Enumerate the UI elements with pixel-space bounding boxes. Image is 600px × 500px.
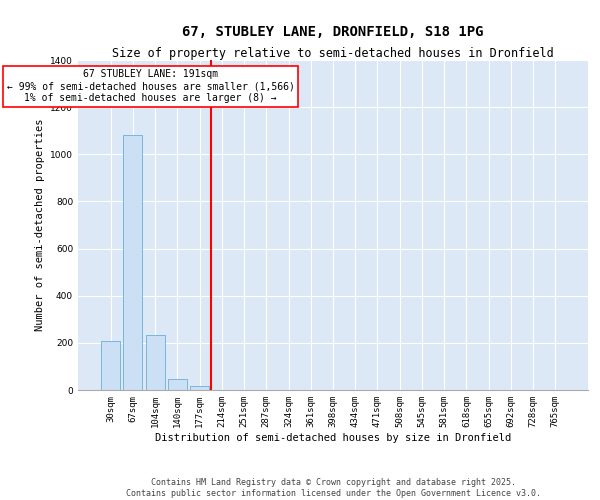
Bar <box>190 386 209 390</box>
Y-axis label: Number of semi-detached properties: Number of semi-detached properties <box>35 118 44 331</box>
Bar <box>101 340 120 390</box>
Text: 67, STUBLEY LANE, DRONFIELD, S18 1PG: 67, STUBLEY LANE, DRONFIELD, S18 1PG <box>182 25 484 39</box>
Bar <box>168 380 187 390</box>
Text: Contains HM Land Registry data © Crown copyright and database right 2025.
Contai: Contains HM Land Registry data © Crown c… <box>125 478 541 498</box>
Bar <box>124 136 142 390</box>
Bar <box>146 334 164 390</box>
Text: 67 STUBLEY LANE: 191sqm
← 99% of semi-detached houses are smaller (1,566)
1% of : 67 STUBLEY LANE: 191sqm ← 99% of semi-de… <box>7 70 295 102</box>
Text: Size of property relative to semi-detached houses in Dronfield: Size of property relative to semi-detach… <box>112 48 554 60</box>
X-axis label: Distribution of semi-detached houses by size in Dronfield: Distribution of semi-detached houses by … <box>155 432 511 442</box>
